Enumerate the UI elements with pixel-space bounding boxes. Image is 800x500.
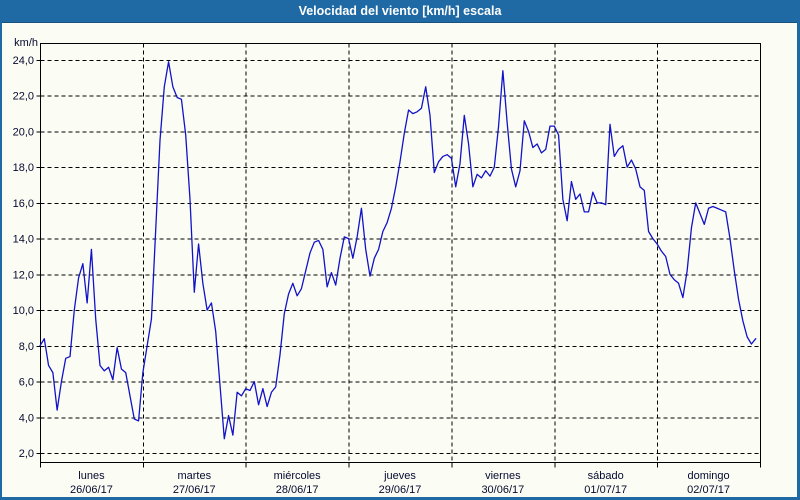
y-tick-label: 22,0 (13, 91, 34, 103)
plot-border (40, 43, 761, 463)
x-day-name-label: jueves (383, 470, 416, 482)
chart-title-bar: Velocidad del viento [km/h] escala (2, 0, 797, 23)
x-day-date-label: 26/06/17 (70, 484, 113, 496)
x-day-date-label: 29/06/17 (379, 484, 422, 496)
chart-grid (36, 43, 761, 468)
x-day-name-label: martes (177, 470, 211, 482)
y-tick-label: 20,0 (13, 126, 34, 138)
chart-title: Velocidad del viento [km/h] escala (298, 4, 502, 18)
chart-canvas: 24,0 22,0 20,0 18,0 16,0 14,0 12,0 10,0 8,0 6,0 4,… (13, 37, 761, 496)
x-day-date-label: 02/07/17 (687, 484, 730, 496)
x-day-name-label: miércoles (274, 470, 322, 482)
y-tick-label: 12,0 (13, 269, 34, 281)
x-day-name-label: sábado (588, 470, 624, 482)
x-day-name-label: domingo (687, 470, 729, 482)
y-tick-label: 8,0 (19, 341, 34, 353)
y-tick-label: 2,0 (19, 448, 34, 460)
x-day-date-label: 28/06/17 (276, 484, 319, 496)
x-day-date-label: 27/06/17 (173, 484, 216, 496)
x-day-name-label: viernes (485, 470, 521, 482)
y-tick-label: 6,0 (19, 377, 34, 389)
y-tick-label: 16,0 (13, 198, 34, 210)
y-tick-label: 4,0 (19, 412, 34, 424)
y-tick-label: 14,0 (13, 234, 34, 246)
y-tick-label: 10,0 (13, 305, 34, 317)
y-tick-label: 24,0 (13, 55, 34, 67)
x-day-date-label: 01/07/17 (584, 484, 627, 496)
y-tick-label: 18,0 (13, 162, 34, 174)
wind-speed-line (39, 61, 757, 440)
x-day-date-label: 30/06/17 (481, 484, 524, 496)
y-axis-unit-label: km/h (14, 37, 38, 49)
x-day-name-label: lunes (78, 470, 105, 482)
